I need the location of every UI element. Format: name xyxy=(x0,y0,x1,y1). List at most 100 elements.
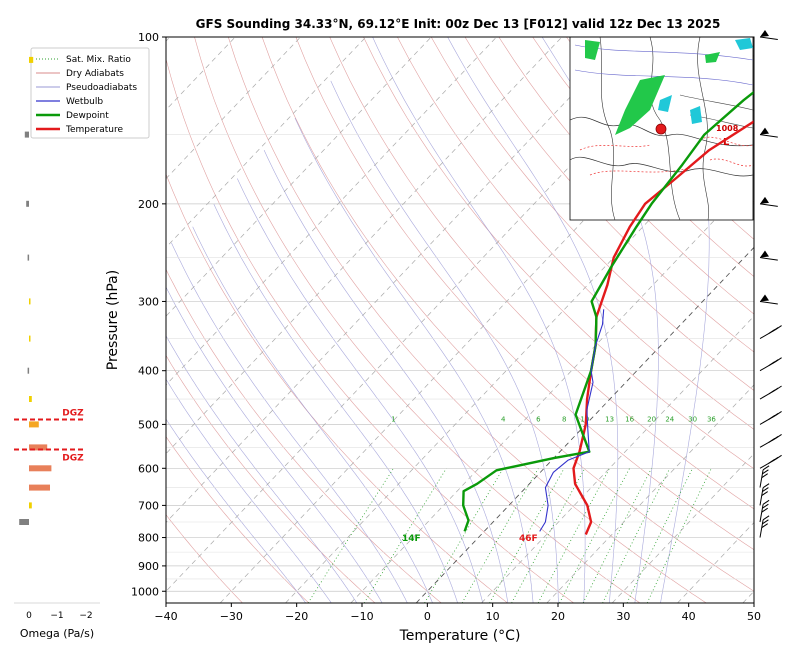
pseudoadiabat xyxy=(263,149,509,603)
dry-adiabat xyxy=(329,37,754,510)
wind-barb xyxy=(759,30,778,40)
mixing-ratio-line xyxy=(424,468,504,603)
isotherm xyxy=(166,37,497,386)
wind-barbs xyxy=(753,30,782,603)
isotherm xyxy=(546,384,754,603)
omega-axis-label: Omega (Pa/s) xyxy=(20,627,94,640)
omega-bar xyxy=(29,298,31,305)
omega-bar xyxy=(27,254,30,261)
sounding-profiles xyxy=(462,90,754,535)
pseudoadiabat xyxy=(166,378,332,603)
omega-bar xyxy=(27,367,30,374)
x-tick-label: 40 xyxy=(682,610,696,623)
wind-barb xyxy=(759,515,770,538)
mixing-ratio-line xyxy=(461,468,539,603)
omega-bar xyxy=(29,421,39,428)
inset-low-label: L xyxy=(723,137,730,148)
mixing-ratio-label: 1 xyxy=(391,415,395,423)
isotherm xyxy=(166,37,563,455)
wind-barb xyxy=(759,454,782,469)
legend-label-dewpoint: Dewpoint xyxy=(66,111,109,121)
omega-bar xyxy=(29,484,50,491)
mixing-ratio-line xyxy=(602,468,671,603)
dry-adiabat xyxy=(295,37,754,551)
isotherm xyxy=(166,37,367,248)
wind-barb xyxy=(759,127,778,138)
pseudoadiabat xyxy=(171,242,408,603)
mixing-ratio-line xyxy=(559,468,630,603)
wind-barb xyxy=(759,294,778,305)
omega-tick-1: −1 xyxy=(50,611,63,621)
wind-barb xyxy=(759,196,778,207)
y-tick-label: 300 xyxy=(138,295,159,308)
omega-bar xyxy=(29,444,48,451)
mixing-ratio-label: 10 xyxy=(580,415,589,423)
x-tick-label: −10 xyxy=(350,610,373,623)
mixing-ratio-line xyxy=(646,468,712,603)
pseudoadiabat xyxy=(541,37,659,603)
mixing-ratio-label: 13 xyxy=(605,415,614,423)
isotherm xyxy=(166,37,432,317)
x-tick-label: 50 xyxy=(747,610,761,623)
omega-bar xyxy=(29,465,52,472)
legend-label-dry-adiabats: Dry Adiabats xyxy=(66,69,124,79)
mixing-ratio-labels: 1 4 6 8 10 13 16 20 24 30 36 xyxy=(391,415,716,423)
dry-adiabat xyxy=(532,37,754,277)
y-tick-label: 900 xyxy=(138,560,159,573)
dry-adiabat xyxy=(363,37,754,470)
wind-barb xyxy=(759,433,782,448)
legend-label-wetbulb: Wetbulb xyxy=(66,97,103,107)
legend-label-temperature: Temperature xyxy=(65,125,123,135)
isotherm xyxy=(415,246,754,603)
series-wetbulb xyxy=(539,309,605,532)
omega-tick-0: 0 xyxy=(26,611,32,621)
pseudoadiabat xyxy=(166,335,358,603)
x-axis-label: Temperature (°C) xyxy=(399,628,521,644)
y-tick-label: 600 xyxy=(138,462,159,475)
dgz-upper-label: DGZ xyxy=(62,409,84,419)
omega-bar xyxy=(29,396,32,402)
wind-barb xyxy=(759,499,770,523)
y-axis-label: Pressure (hPa) xyxy=(105,270,121,370)
mixing-ratio-label: 6 xyxy=(536,415,541,423)
x-tick-label: −30 xyxy=(220,610,243,623)
mixing-ratio-label: 36 xyxy=(707,415,716,423)
surface-temperature-label: 46F xyxy=(519,534,538,544)
mixing-ratio-label: 30 xyxy=(688,415,697,423)
pseudoadiabat xyxy=(166,286,383,603)
omega-bar xyxy=(19,519,29,525)
pseudoadiabat xyxy=(166,418,307,603)
omega-bar xyxy=(26,200,29,207)
temperature-axis-ticks: −40 −30 −20 −10 0 10 20 30 40 50 xyxy=(154,603,761,623)
pseudoadiabat xyxy=(213,203,458,603)
isotherm xyxy=(611,453,754,603)
mixing-ratio-label: 24 xyxy=(665,415,674,423)
legend-label-mixing-ratio: Sat. Mix. Ratio xyxy=(66,55,131,65)
wind-barb xyxy=(759,465,770,488)
omega-tick-2: −2 xyxy=(79,611,92,621)
mixing-ratio-label: 4 xyxy=(501,415,506,423)
y-tick-label: 700 xyxy=(138,499,159,512)
inset-pressure-label: 1008 xyxy=(716,124,739,133)
x-tick-label: 10 xyxy=(486,610,500,623)
legend-label-pseudoadiabats: Pseudoadiabats xyxy=(66,83,137,93)
pressure-axis-ticks: 100 200 300 400 500 600 700 800 900 1000 xyxy=(131,31,166,598)
wind-barb xyxy=(759,325,782,339)
y-tick-label: 100 xyxy=(138,31,159,44)
mixing-ratio-label: 20 xyxy=(647,415,656,423)
dry-adiabat xyxy=(498,37,754,315)
omega-bar xyxy=(29,335,31,342)
omega-bar xyxy=(29,56,34,63)
wind-barb xyxy=(759,410,782,425)
y-tick-label: 500 xyxy=(138,418,159,431)
pseudoadiabat xyxy=(656,37,710,603)
pseudoadiabat xyxy=(372,37,586,603)
chart-title: GFS Sounding 34.33°N, 69.12°E Init: 00z … xyxy=(196,17,721,31)
dry-adiabat xyxy=(430,37,754,391)
mixing-ratio-line xyxy=(307,468,394,603)
x-tick-label: 20 xyxy=(551,610,565,623)
pseudoadiabat xyxy=(447,37,619,603)
pseudoadiabat xyxy=(192,226,433,603)
x-tick-label: 30 xyxy=(616,610,630,623)
